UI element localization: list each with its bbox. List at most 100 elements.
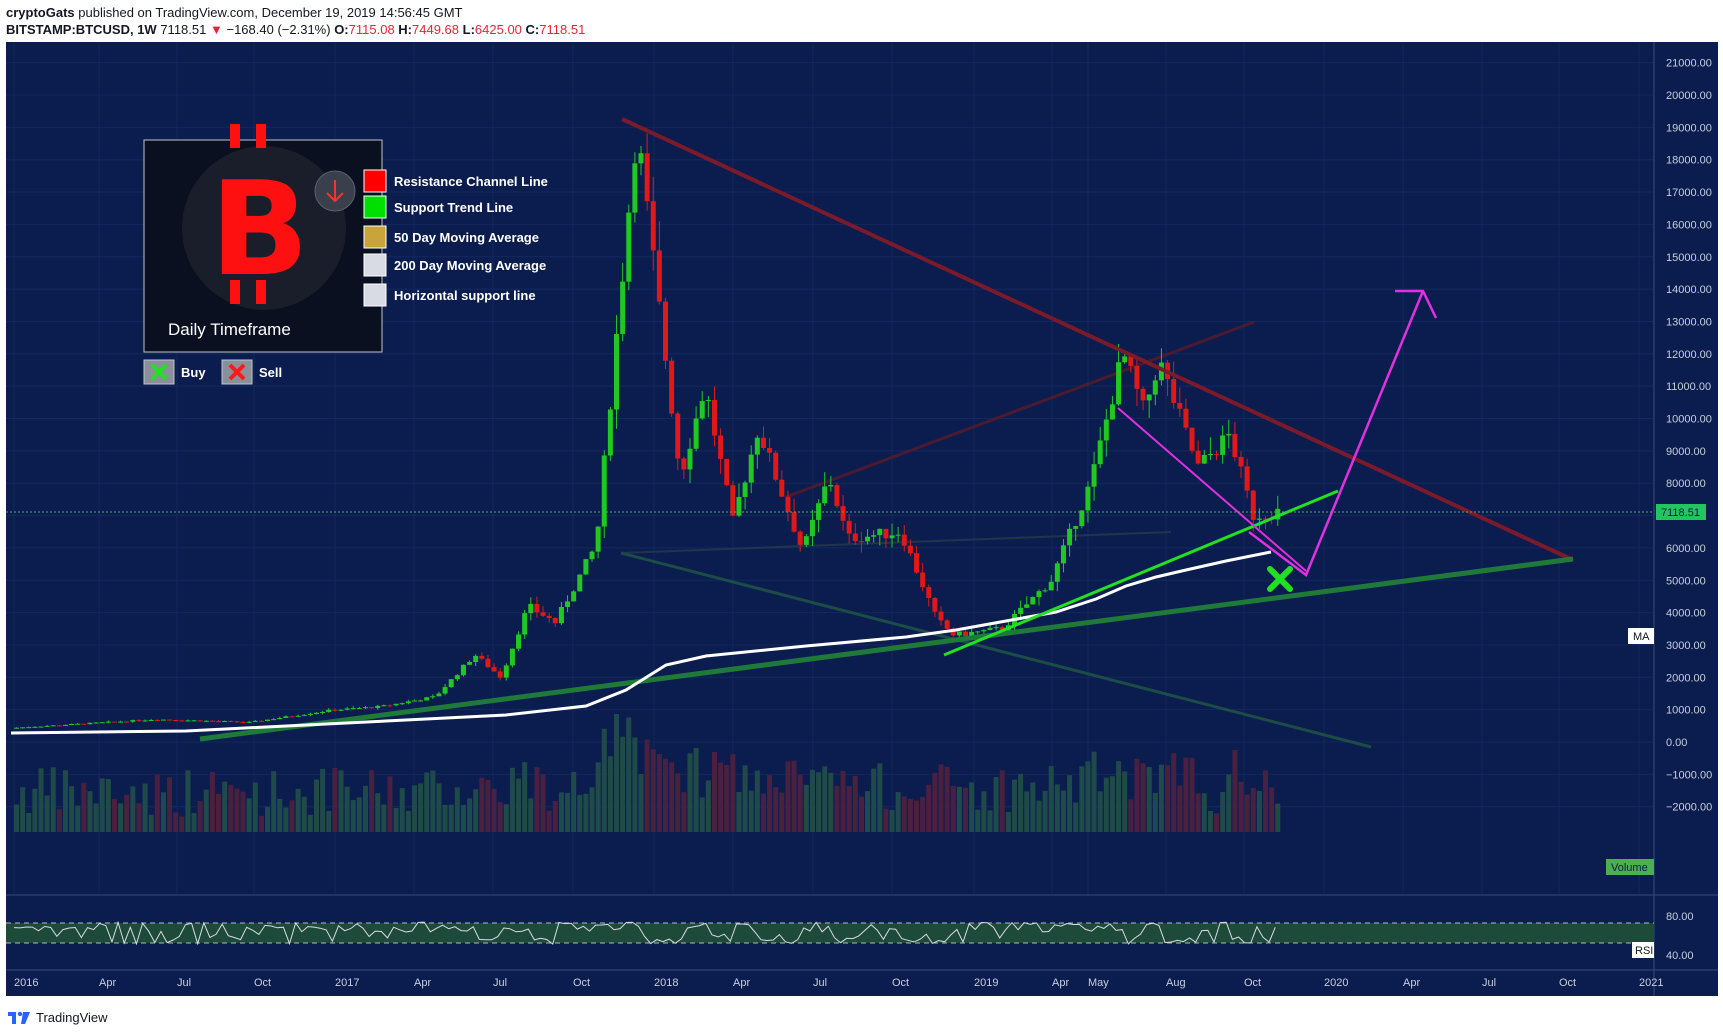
footer-brand[interactable]: TradingView <box>36 1009 108 1025</box>
volume-bar <box>234 788 240 832</box>
volume-bar <box>522 762 528 832</box>
candle-body <box>399 703 405 705</box>
volume-bar <box>993 777 999 832</box>
candle-body <box>1122 356 1128 363</box>
candle-body <box>405 701 411 704</box>
close-label: C: <box>525 22 540 37</box>
volume-bar <box>1109 776 1115 832</box>
candle-body <box>430 696 436 698</box>
volume-bar <box>669 762 675 832</box>
volume-bar <box>271 771 277 832</box>
candle-body <box>993 627 999 629</box>
volume-bar <box>546 810 552 832</box>
candle-body <box>791 512 797 532</box>
volume-bar <box>516 778 522 832</box>
volume-bar <box>785 761 791 832</box>
rsi-badge-text: RSI <box>1635 945 1653 957</box>
volume-bar <box>44 795 50 832</box>
volume-bar <box>803 784 809 832</box>
candle-body <box>234 721 240 723</box>
volume-bar <box>656 754 662 832</box>
volume-bar <box>699 797 705 832</box>
volume-bar <box>381 804 387 832</box>
candle-body <box>956 631 962 636</box>
candle-body <box>326 709 332 712</box>
candle-body <box>846 520 852 534</box>
volume-bar <box>1256 791 1262 832</box>
volume-bar <box>1269 787 1275 832</box>
candle-body <box>216 721 222 723</box>
volume-bar <box>467 798 473 832</box>
y-tick-label: 10000.00 <box>1666 414 1712 426</box>
volume-bar <box>675 773 681 832</box>
candle-body <box>160 719 166 721</box>
candle-body <box>736 496 742 516</box>
volume-bar <box>920 796 926 832</box>
volume-bar <box>1165 765 1171 832</box>
candle-body <box>589 551 595 560</box>
volume-bar <box>1073 802 1079 832</box>
candle-body <box>356 708 362 710</box>
candle-body <box>1091 464 1097 487</box>
author-name[interactable]: cryptoGats <box>6 5 75 20</box>
candle-body <box>191 720 197 722</box>
volume-bar <box>69 786 75 832</box>
volume-bar <box>822 766 828 832</box>
candle-body <box>1024 604 1030 608</box>
support-trend-line <box>943 489 1339 657</box>
chart-area[interactable]: 21000.00 20000.00 19000.00 18000.00 17000.00… <box>6 42 1718 996</box>
candle-body <box>577 574 583 592</box>
candle-body <box>173 719 179 721</box>
legend-label: Resistance Channel Line <box>394 174 548 189</box>
tradingview-logo-icon[interactable] <box>8 1009 30 1025</box>
candle-body <box>1103 419 1109 441</box>
candle-body <box>485 658 491 668</box>
candle-body <box>277 717 283 720</box>
resistance-channel-line <box>621 117 1574 562</box>
volume-bar <box>240 791 246 832</box>
candle-body <box>809 519 815 537</box>
volume-bar <box>197 801 203 832</box>
volume-bar <box>1011 779 1017 832</box>
volume-bar <box>393 807 399 832</box>
upper-faint-trend-line <box>785 320 1255 499</box>
volume-badge[interactable] <box>1606 859 1654 875</box>
volume-bar <box>75 805 81 832</box>
candle-body <box>1073 526 1079 529</box>
y-tick-label: 5000.00 <box>1666 575 1706 587</box>
legend-swatch <box>363 225 387 249</box>
candle-body <box>662 301 668 361</box>
candle-body <box>1177 402 1183 409</box>
chart-canvas[interactable]: 21000.00 20000.00 19000.00 18000.00 17000.00… <box>6 42 1718 996</box>
volume-bar <box>436 783 442 832</box>
volume-bar <box>1036 800 1042 832</box>
volume-bar <box>142 783 148 832</box>
low-label: L: <box>462 22 475 37</box>
legend-label: 50 Day Moving Average <box>394 230 539 245</box>
x-tick-label: Apr <box>1052 977 1069 989</box>
volume-bar <box>350 800 356 832</box>
volume-bar <box>871 768 877 832</box>
candle-body <box>50 725 56 727</box>
candle-body <box>871 535 877 537</box>
volume-bar <box>907 798 913 832</box>
volume-bar <box>932 772 938 832</box>
volume-bar <box>118 803 124 832</box>
candle-body <box>332 709 338 711</box>
ma-badge[interactable] <box>1628 628 1654 644</box>
rsi-badge[interactable] <box>1632 942 1654 958</box>
volume-bar <box>632 737 638 832</box>
volume-bar <box>620 736 626 832</box>
volume-bar <box>865 791 871 832</box>
volume-bar <box>283 807 289 832</box>
volume-bar <box>760 793 766 832</box>
volume-bar <box>975 809 981 832</box>
candle-body <box>1238 457 1244 467</box>
volume-bar <box>589 787 595 832</box>
candle-body <box>118 721 124 723</box>
candle-body <box>295 715 301 717</box>
volume-bar <box>1024 791 1030 832</box>
candle-body <box>822 486 828 504</box>
volume-bar <box>418 783 424 832</box>
sell-x-icon <box>228 363 246 381</box>
